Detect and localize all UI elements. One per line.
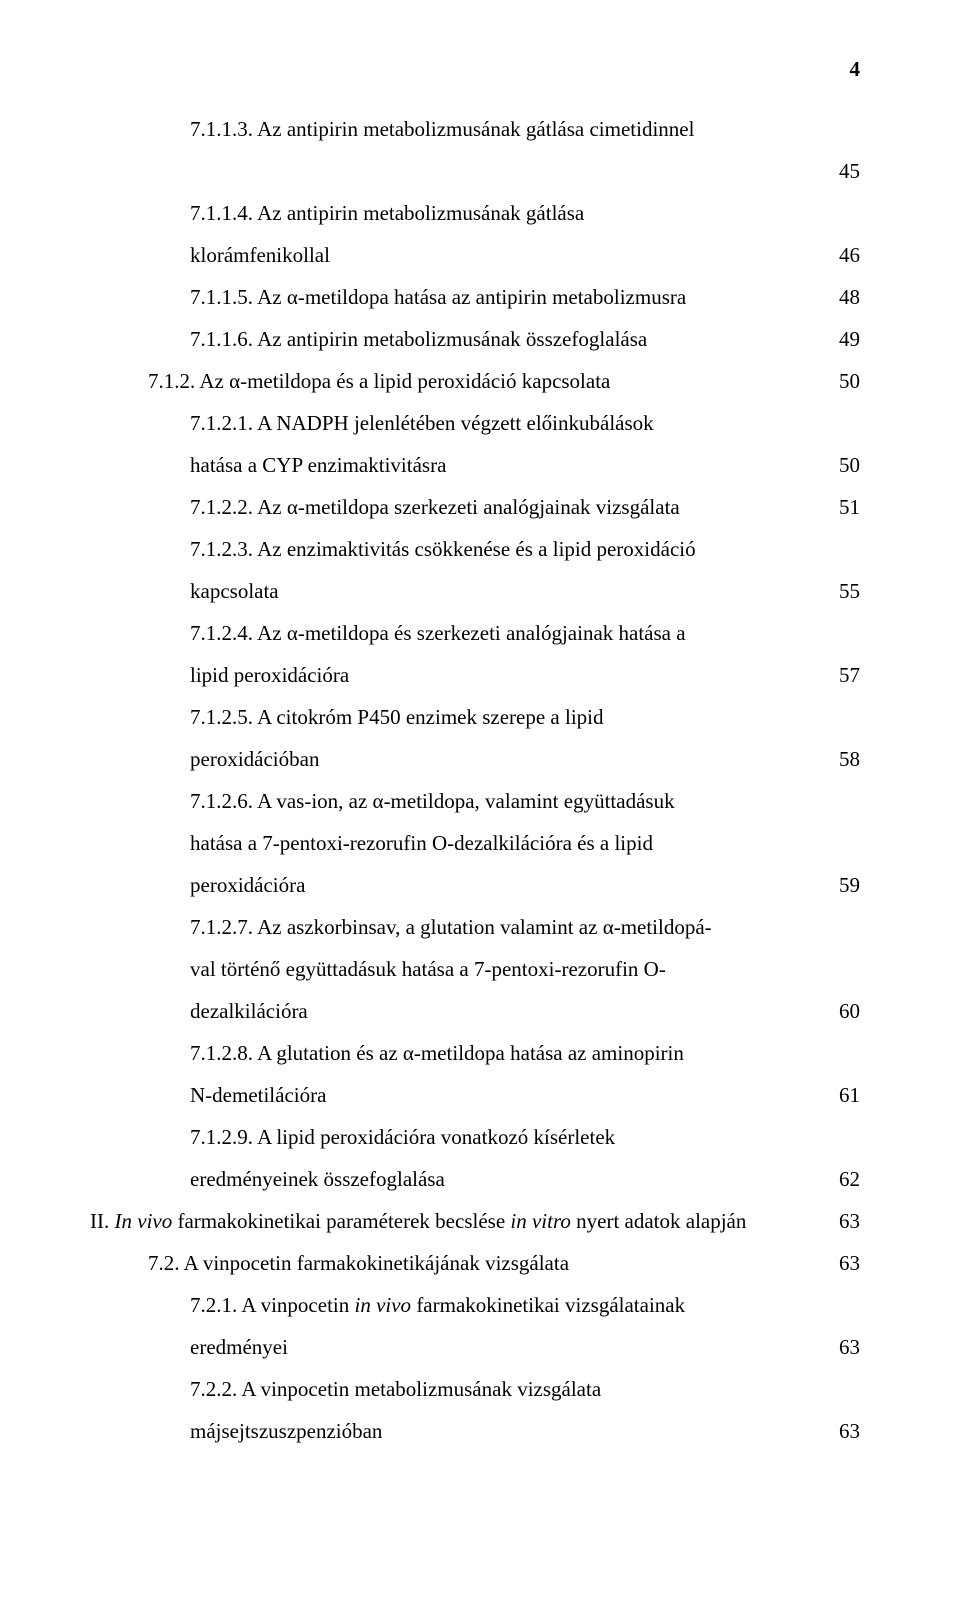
toc-line: 7.1.1.5. Az α-metildopa hatása az antipi…: [90, 276, 860, 318]
toc-page: 50: [839, 360, 860, 402]
toc-line: 7.1.2.3. Az enzimaktivitás csökkenése és…: [90, 528, 860, 570]
toc-line: eredményei63: [90, 1326, 860, 1368]
toc-text: val történő együttadásuk hatása a 7-pent…: [190, 948, 860, 990]
toc-page: 49: [839, 318, 860, 360]
toc-text: hatása a 7-pentoxi-rezorufin O-dezalkilá…: [190, 822, 860, 864]
page-number: 4: [850, 48, 861, 90]
toc-page: 61: [839, 1074, 860, 1116]
toc-line: 7.2.1. A vinpocetin in vivo farmakokinet…: [90, 1284, 860, 1326]
toc-text: 7.1.1.5. Az α-metildopa hatása az antipi…: [190, 276, 839, 318]
toc-line: 7.1.2.9. A lipid peroxidációra vonatkozó…: [90, 1116, 860, 1158]
toc-text: 7.1.2.9. A lipid peroxidációra vonatkozó…: [190, 1116, 860, 1158]
toc-text: 7.1.2.4. Az α-metildopa és szerkezeti an…: [190, 612, 860, 654]
toc-line: peroxidációra59: [90, 864, 860, 906]
toc-line: 7.1.1.4. Az antipirin metabolizmusának g…: [90, 192, 860, 234]
toc-text: dezalkilációra: [190, 990, 839, 1032]
toc-text: 7.1.1.6. Az antipirin metabolizmusának ö…: [190, 318, 839, 360]
toc-text: klorámfenikollal: [190, 234, 839, 276]
toc-text: peroxidációra: [190, 864, 839, 906]
toc-page: 62: [839, 1158, 860, 1200]
toc-text: eredményeinek összefoglalása: [190, 1158, 839, 1200]
toc-text: hatása a CYP enzimaktivitásra: [190, 444, 839, 486]
toc-line: májsejtszuszpenzióban63: [90, 1410, 860, 1452]
toc-text: 7.1.2.6. A vas-ion, az α-metildopa, vala…: [190, 780, 860, 822]
toc-line: 7.1.2.6. A vas-ion, az α-metildopa, vala…: [90, 780, 860, 822]
toc-line: kapcsolata55: [90, 570, 860, 612]
toc-line: hatása a CYP enzimaktivitásra50: [90, 444, 860, 486]
toc-line: 7.1.2. Az α-metildopa és a lipid peroxid…: [90, 360, 860, 402]
toc-page: 50: [839, 444, 860, 486]
toc-line: peroxidációban58: [90, 738, 860, 780]
toc-line: 7.1.2.7. Az aszkorbinsav, a glutation va…: [90, 906, 860, 948]
toc-line: lipid peroxidációra57: [90, 654, 860, 696]
toc-line: 7.1.2.2. Az α-metildopa szerkezeti analó…: [90, 486, 860, 528]
toc-text: eredményei: [190, 1326, 839, 1368]
toc-line: 45: [90, 150, 860, 192]
toc-text: 7.1.2. Az α-metildopa és a lipid peroxid…: [148, 360, 839, 402]
toc-page: 57: [839, 654, 860, 696]
toc-text: 7.1.1.4. Az antipirin metabolizmusának g…: [190, 192, 860, 234]
toc-text: 7.2.2. A vinpocetin metabolizmusának viz…: [190, 1368, 860, 1410]
toc-content: 7.1.1.3. Az antipirin metabolizmusának g…: [90, 108, 860, 1452]
toc-page: 55: [839, 570, 860, 612]
toc-text: 7.1.1.3. Az antipirin metabolizmusának g…: [190, 108, 860, 150]
toc-page: 63: [839, 1326, 860, 1368]
toc-page: 45: [839, 150, 860, 192]
toc-line: 7.1.2.8. A glutation és az α-metildopa h…: [90, 1032, 860, 1074]
toc-line: hatása a 7-pentoxi-rezorufin O-dezalkilá…: [90, 822, 860, 864]
toc-text: N-demetilációra: [190, 1074, 839, 1116]
toc-text: peroxidációban: [190, 738, 839, 780]
toc-line: 7.1.1.3. Az antipirin metabolizmusának g…: [90, 108, 860, 150]
toc-line: II. In vivo farmakokinetikai paraméterek…: [90, 1200, 860, 1242]
toc-text: II. In vivo farmakokinetikai paraméterek…: [90, 1200, 839, 1242]
toc-text: 7.1.2.7. Az aszkorbinsav, a glutation va…: [190, 906, 860, 948]
toc-text: 7.1.2.1. A NADPH jelenlétében végzett el…: [190, 402, 860, 444]
toc-page: 58: [839, 738, 860, 780]
toc-page: 51: [839, 486, 860, 528]
toc-line: 7.1.2.4. Az α-metildopa és szerkezeti an…: [90, 612, 860, 654]
toc-page: 63: [839, 1242, 860, 1284]
toc-text: 7.2. A vinpocetin farmakokinetikájának v…: [148, 1242, 839, 1284]
toc-line: val történő együttadásuk hatása a 7-pent…: [90, 948, 860, 990]
toc-text: 7.2.1. A vinpocetin in vivo farmakokinet…: [190, 1284, 860, 1326]
toc-text: 7.1.2.3. Az enzimaktivitás csökkenése és…: [190, 528, 860, 570]
toc-page: 59: [839, 864, 860, 906]
toc-text: 7.1.2.5. A citokróm P450 enzimek szerepe…: [190, 696, 860, 738]
toc-text: lipid peroxidációra: [190, 654, 839, 696]
toc-line: 7.1.2.5. A citokróm P450 enzimek szerepe…: [90, 696, 860, 738]
toc-text: 7.1.2.2. Az α-metildopa szerkezeti analó…: [190, 486, 839, 528]
toc-text: kapcsolata: [190, 570, 839, 612]
toc-text: májsejtszuszpenzióban: [190, 1410, 839, 1452]
toc-line: eredményeinek összefoglalása62: [90, 1158, 860, 1200]
toc-page: 46: [839, 234, 860, 276]
toc-line: 7.2. A vinpocetin farmakokinetikájának v…: [90, 1242, 860, 1284]
toc-line: 7.1.2.1. A NADPH jelenlétében végzett el…: [90, 402, 860, 444]
toc-line: klorámfenikollal46: [90, 234, 860, 276]
toc-line: N-demetilációra61: [90, 1074, 860, 1116]
toc-page: 60: [839, 990, 860, 1032]
toc-page: 48: [839, 276, 860, 318]
toc-line: dezalkilációra60: [90, 990, 860, 1032]
toc-line: 7.2.2. A vinpocetin metabolizmusának viz…: [90, 1368, 860, 1410]
toc-page: 63: [839, 1410, 860, 1452]
toc-text: 7.1.2.8. A glutation és az α-metildopa h…: [190, 1032, 860, 1074]
toc-page: 63: [839, 1200, 860, 1242]
toc-line: 7.1.1.6. Az antipirin metabolizmusának ö…: [90, 318, 860, 360]
